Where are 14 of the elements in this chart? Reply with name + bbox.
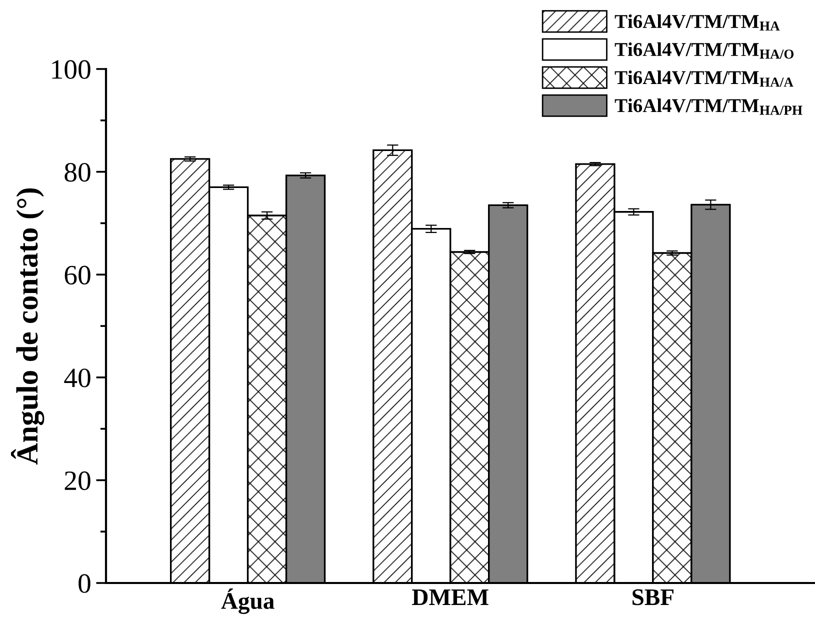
y-tick-label: 40 [64,368,90,388]
x-tick-label: SBF [632,589,674,606]
y-axis-title: Ângulo de contato (°) [11,188,44,465]
legend-label: Ti6Al4V/TM/TM$_{HA/O}$ [614,42,794,59]
y-tick-label: 0 [78,574,90,593]
legend-label: Ti6Al4V/TM/TM$_{HA}$ [614,14,780,31]
y-tick-label: 100 [52,60,90,79]
y-tick-label: 20 [64,471,90,490]
y-tick-label: 60 [64,266,90,285]
x-tick-label: DMEM [412,589,488,605]
x-tick-label: Água [221,588,274,614]
y-tick-label: 80 [64,162,90,182]
legend-label: Ti6Al4V/TM/TM$_{HA/A}$ [614,70,794,87]
legend-label: Ti6Al4V/TM/TM$_{HA/PH}$ [614,98,802,115]
